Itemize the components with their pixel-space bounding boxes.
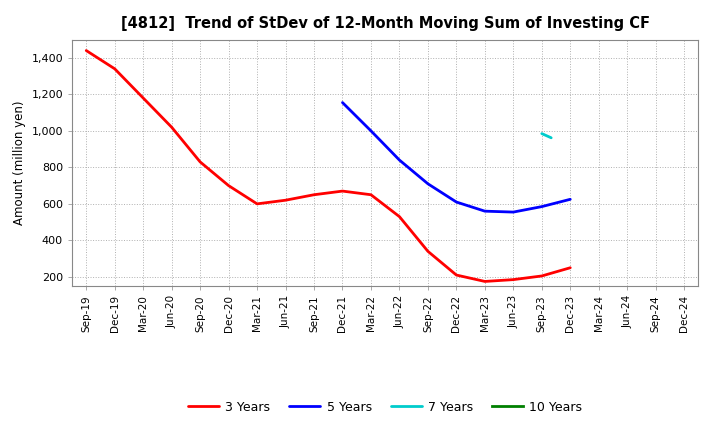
3 Years <box>452 272 461 278</box>
3 Years <box>225 183 233 188</box>
Y-axis label: Amount (million yen): Amount (million yen) <box>13 101 26 225</box>
5 Years <box>566 197 575 202</box>
Line: 3 Years: 3 Years <box>86 51 570 282</box>
3 Years <box>282 198 290 203</box>
5 Years <box>509 209 518 215</box>
5 Years <box>480 209 489 214</box>
5 Years <box>423 181 432 187</box>
5 Years <box>452 199 461 205</box>
3 Years <box>366 192 375 198</box>
7 Years <box>547 135 556 140</box>
3 Years <box>253 201 261 206</box>
7 Years <box>537 131 546 136</box>
3 Years <box>110 66 119 71</box>
Line: 5 Years: 5 Years <box>343 103 570 212</box>
3 Years <box>139 95 148 101</box>
3 Years <box>82 48 91 53</box>
Legend: 3 Years, 5 Years, 7 Years, 10 Years: 3 Years, 5 Years, 7 Years, 10 Years <box>183 396 588 419</box>
Line: 7 Years: 7 Years <box>541 134 552 138</box>
3 Years <box>423 249 432 254</box>
3 Years <box>196 159 204 165</box>
3 Years <box>395 214 404 219</box>
3 Years <box>566 265 575 271</box>
Title: [4812]  Trend of StDev of 12-Month Moving Sum of Investing CF: [4812] Trend of StDev of 12-Month Moving… <box>121 16 649 32</box>
3 Years <box>310 192 318 198</box>
5 Years <box>537 204 546 209</box>
3 Years <box>338 188 347 194</box>
3 Years <box>509 277 518 282</box>
5 Years <box>338 100 347 105</box>
3 Years <box>537 273 546 279</box>
3 Years <box>480 279 489 284</box>
5 Years <box>395 158 404 163</box>
3 Years <box>167 125 176 130</box>
5 Years <box>366 128 375 133</box>
